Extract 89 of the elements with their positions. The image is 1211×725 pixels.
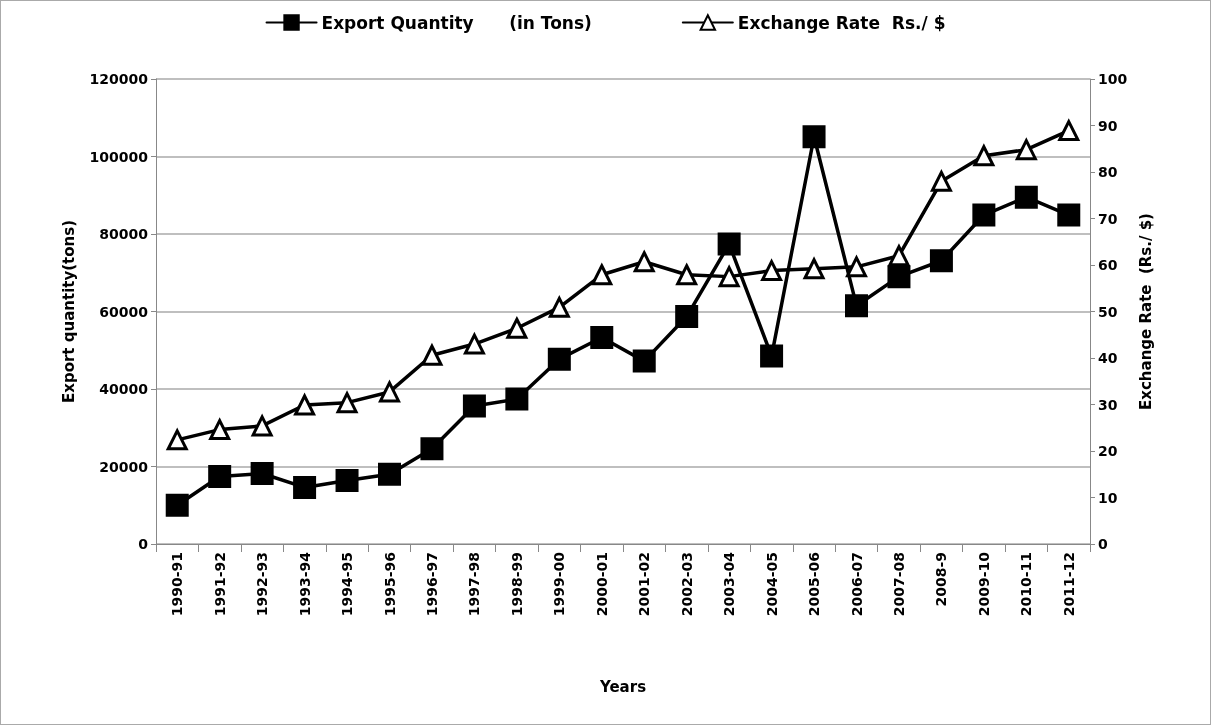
y2-tick-label: 40	[1098, 350, 1118, 366]
point	[166, 429, 188, 451]
x-tick-label: 1993-94	[296, 551, 313, 617]
point	[633, 251, 655, 273]
x-tick-label: 2000-01	[593, 552, 610, 617]
point	[293, 475, 317, 499]
legend-label: Exchange Rate Rs./ $	[737, 12, 946, 33]
x-tick-label: 1998-99	[508, 552, 525, 617]
point	[676, 264, 698, 286]
x-tick-label: 2005-06	[806, 552, 823, 617]
x-tick-label: 1996-97	[423, 552, 440, 617]
point	[761, 260, 783, 282]
y2-tick-label: 90	[1098, 117, 1118, 134]
point	[379, 381, 400, 403]
y2-tick-label: 70	[1098, 210, 1118, 227]
x-tick-label: 2001-02	[636, 552, 653, 617]
y2-tick-label: 60	[1098, 257, 1118, 273]
point	[803, 258, 825, 280]
point	[462, 394, 486, 418]
y2-tick-label: 30	[1098, 396, 1118, 413]
y-tick-label: 0	[138, 536, 149, 552]
x-axis-title: Years	[598, 677, 647, 696]
x-tick-label: 1995-96	[381, 552, 398, 617]
x-tick-label: 2003-04	[721, 551, 738, 617]
y-tick-label: 60000	[99, 303, 149, 320]
y2-tick-label: 10	[1098, 489, 1118, 506]
point	[802, 125, 826, 149]
point	[717, 232, 741, 256]
x-tick-label: 1992-93	[254, 552, 271, 617]
point	[973, 145, 995, 167]
x-tick-label: 2008-9	[933, 552, 950, 607]
y2-tick-label: 100	[1098, 71, 1128, 87]
point	[336, 392, 358, 414]
point	[506, 317, 528, 339]
x-tick-label: 1997-98	[466, 552, 483, 617]
y2-tick-label: 0	[1098, 536, 1108, 552]
point	[251, 415, 273, 437]
point	[250, 461, 274, 485]
point	[887, 265, 911, 289]
y-tick-label: 80000	[99, 226, 149, 242]
y2-axis-title: Exchange Rate (Rs./ $)	[1136, 213, 1155, 410]
y-tick-label: 100000	[89, 148, 149, 165]
point	[208, 465, 232, 489]
point	[590, 325, 614, 349]
y-axis-title: Export quantity(tons)	[59, 219, 78, 404]
point	[888, 245, 910, 267]
x-tick-label: 2007-08	[890, 552, 907, 617]
point	[929, 249, 953, 273]
point	[1057, 203, 1081, 227]
y-tick-label: 40000	[99, 381, 149, 397]
point	[420, 437, 444, 461]
point	[1058, 120, 1080, 142]
point	[421, 342, 444, 366]
point	[632, 349, 656, 373]
x-tick-label: 2006-07	[848, 552, 865, 617]
point	[846, 256, 867, 278]
point	[463, 331, 486, 355]
point	[1015, 139, 1037, 161]
x-tick-label: 1990-91	[169, 552, 186, 617]
point	[845, 294, 868, 318]
point	[505, 387, 529, 411]
point	[760, 344, 784, 368]
point	[335, 468, 359, 492]
y2-tick-label: 50	[1098, 303, 1118, 320]
x-tick-label: 1991-92	[211, 552, 228, 617]
point	[718, 266, 740, 288]
point	[547, 347, 571, 371]
y-tick-label: 20000	[99, 458, 149, 475]
point	[675, 305, 699, 329]
point	[294, 394, 316, 416]
point	[972, 203, 996, 227]
x-tick-label: 1994-95	[339, 552, 356, 617]
point	[165, 493, 189, 517]
point	[378, 462, 401, 486]
x-tick-label: 2010-11	[1018, 552, 1035, 617]
point	[209, 419, 231, 441]
x-tick-label: 2002-03	[678, 552, 695, 617]
y2-tick-label: 80	[1098, 164, 1118, 180]
x-tick-label: 2004-05	[763, 552, 780, 617]
x-tick-label: 2011-12	[1060, 552, 1077, 617]
point	[548, 296, 570, 318]
point	[1014, 185, 1038, 209]
point	[591, 264, 613, 286]
x-tick-label: 1999-00	[551, 551, 568, 617]
legend-label: Export Quantity (in Tons)	[321, 12, 592, 33]
y-tick-label: 120000	[89, 71, 149, 87]
point	[930, 170, 952, 192]
y2-tick-label: 20	[1098, 443, 1118, 459]
x-tick-label: 2009-10	[975, 551, 992, 617]
